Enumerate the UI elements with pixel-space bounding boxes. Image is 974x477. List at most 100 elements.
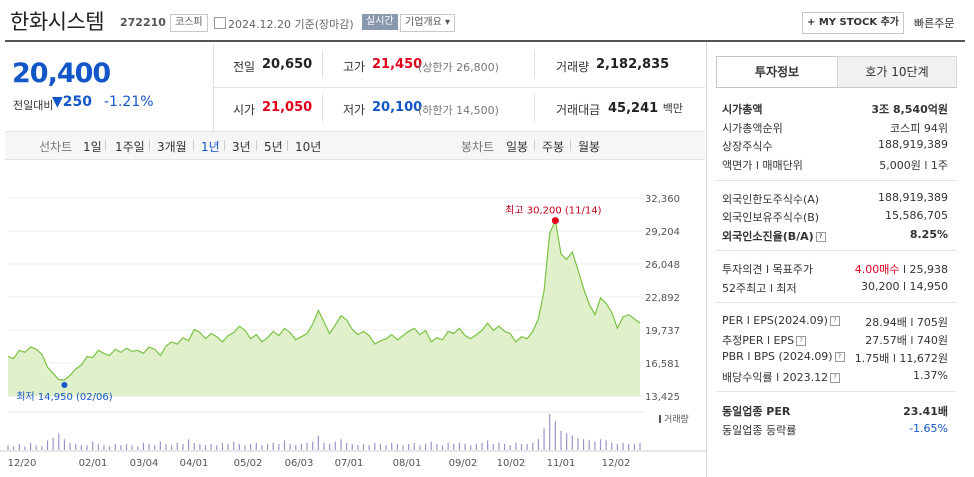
volume-bar (199, 444, 201, 450)
volume-bar (210, 444, 212, 450)
col-divider (534, 94, 535, 122)
help-icon[interactable]: ? (815, 232, 826, 242)
change-label: 전일대비 (13, 99, 54, 112)
realtime-badge[interactable]: 실시간 (362, 14, 398, 30)
volume-bar (295, 445, 297, 450)
volume-bar (255, 442, 257, 450)
tab-investment-info[interactable]: 투자정보 (716, 56, 838, 87)
info-row-value: 1.37% (913, 369, 948, 382)
lower-limit: (하한가 14,500) (418, 104, 499, 117)
price-row-divider (213, 87, 705, 88)
candle-chart-label: 봉차트 (461, 140, 495, 154)
x-tick-label: 05/02 (234, 458, 263, 469)
y-tick-label: 26,048 (645, 260, 680, 271)
info-row-value: 3조 8,540억원 (871, 101, 948, 117)
volume-bar (7, 445, 9, 450)
volume-bars (0, 411, 706, 452)
info-row-label: PBR l BPS (2024.09)? (722, 350, 845, 363)
add-mystock-button[interactable]: + MY STOCK 추가 (802, 12, 904, 34)
price-date: 2024.12.20 기준(장마감) (228, 18, 354, 31)
help-icon[interactable]: ? (834, 352, 845, 362)
info-row-value-text: 8.25% (909, 228, 948, 241)
volume-bar (396, 444, 398, 450)
volume-bar (159, 441, 161, 450)
help-icon[interactable]: ? (830, 373, 841, 383)
tab-10y[interactable]: 10년 (295, 140, 322, 154)
info-row-label: 상장주식수 (722, 140, 773, 153)
volume-bar (329, 444, 331, 450)
tab-daily-candle[interactable]: 일봉 (506, 140, 529, 154)
volume-bar (374, 442, 376, 450)
volume-bar (289, 444, 291, 450)
tab-separator (256, 140, 257, 151)
info-row-label: PER l EPS(2024.09)? (722, 314, 840, 327)
price-change-value: 250 (62, 94, 93, 110)
info-row-value-text: 3조 8,540억원 (871, 103, 948, 116)
tab-separator (149, 140, 150, 151)
info-row: 외국인보유주식수(B) 15,586,705 (716, 207, 956, 225)
tab-3m[interactable]: 3개월 (157, 140, 187, 154)
volume-bar (571, 435, 573, 450)
volume-bar (18, 444, 20, 450)
volume-bar (549, 414, 551, 450)
help-icon[interactable]: ? (796, 336, 807, 346)
volume-bar (13, 446, 15, 450)
info-row: 동일업종 등락률 -1.65% (716, 420, 956, 438)
volume-bar (131, 445, 133, 450)
volume-bar (628, 444, 630, 450)
volume-bar (137, 446, 139, 450)
info-row-value: 15,586,705 (885, 209, 948, 222)
volume-bar (103, 445, 105, 450)
volume-bar (515, 442, 517, 450)
stock-code: 272210 (120, 16, 166, 29)
volume-bar (430, 441, 432, 450)
x-tick-label: 12/02 (602, 458, 631, 469)
volume-bar (29, 442, 32, 450)
y-tick-label: 16,581 (645, 359, 680, 370)
volume-bar (408, 444, 410, 450)
low-value: 20,100 (372, 100, 423, 115)
help-icon[interactable]: ? (829, 316, 840, 326)
tab-monthly-candle[interactable]: 월봉 (578, 140, 601, 154)
panel-row-divider (716, 391, 956, 392)
tab-1w[interactable]: 1주일 (115, 140, 145, 154)
volume-bar (244, 445, 246, 450)
volume-bar (114, 444, 116, 450)
tab-weekly-candle[interactable]: 주봉 (542, 140, 565, 154)
volume-bar (503, 444, 506, 450)
info-row-value-text: 1.37% (913, 369, 948, 382)
volume-bar (470, 445, 472, 450)
volume-bar (216, 445, 218, 450)
volume-bar (283, 440, 286, 450)
low-marker (61, 382, 68, 389)
volume-bar (41, 446, 43, 450)
amount-label: 거래대금 (556, 103, 601, 117)
volume-bar (611, 442, 613, 450)
x-tick-label: 10/02 (497, 458, 526, 469)
fast-order-link[interactable]: 빠른주문 (914, 17, 955, 30)
tab-underline (716, 87, 956, 88)
info-row: PBR l BPS (2024.09)? 1.75배 l 11,672원 (716, 348, 956, 366)
tab-1d[interactable]: 1일 (83, 140, 102, 154)
volume-bar (577, 438, 579, 450)
col-divider (322, 94, 323, 122)
volume-bar (639, 442, 641, 450)
company-info-button[interactable]: 기업개요 ▾ (400, 14, 456, 32)
volume-bar (142, 442, 145, 450)
volume-bar (266, 444, 269, 450)
info-row-value: 5,000원 l 1주 (879, 157, 948, 173)
upper-limit: (상한가 26,800) (418, 61, 499, 74)
prev-close-label: 전일 (233, 60, 256, 74)
tab-5y[interactable]: 5년 (264, 140, 283, 154)
tab-orderbook[interactable]: 호가 10단계 (837, 56, 957, 88)
tab-1y[interactable]: 1년 (201, 140, 220, 154)
info-row-value: 23.41배 (903, 403, 948, 419)
price-chart[interactable]: 32,360 29,204 26,048 22,892 19,737 16,581 13,4… (0, 160, 706, 477)
tab-3y[interactable]: 3년 (232, 140, 251, 154)
volume-bar (554, 421, 556, 450)
volume-bar (453, 444, 455, 450)
info-row-value-text: 188,919,389 (878, 138, 948, 151)
volume-bar (92, 441, 94, 450)
info-row-value: 4.00매수 l 25,938 (855, 261, 948, 277)
volume-bar (402, 445, 404, 450)
